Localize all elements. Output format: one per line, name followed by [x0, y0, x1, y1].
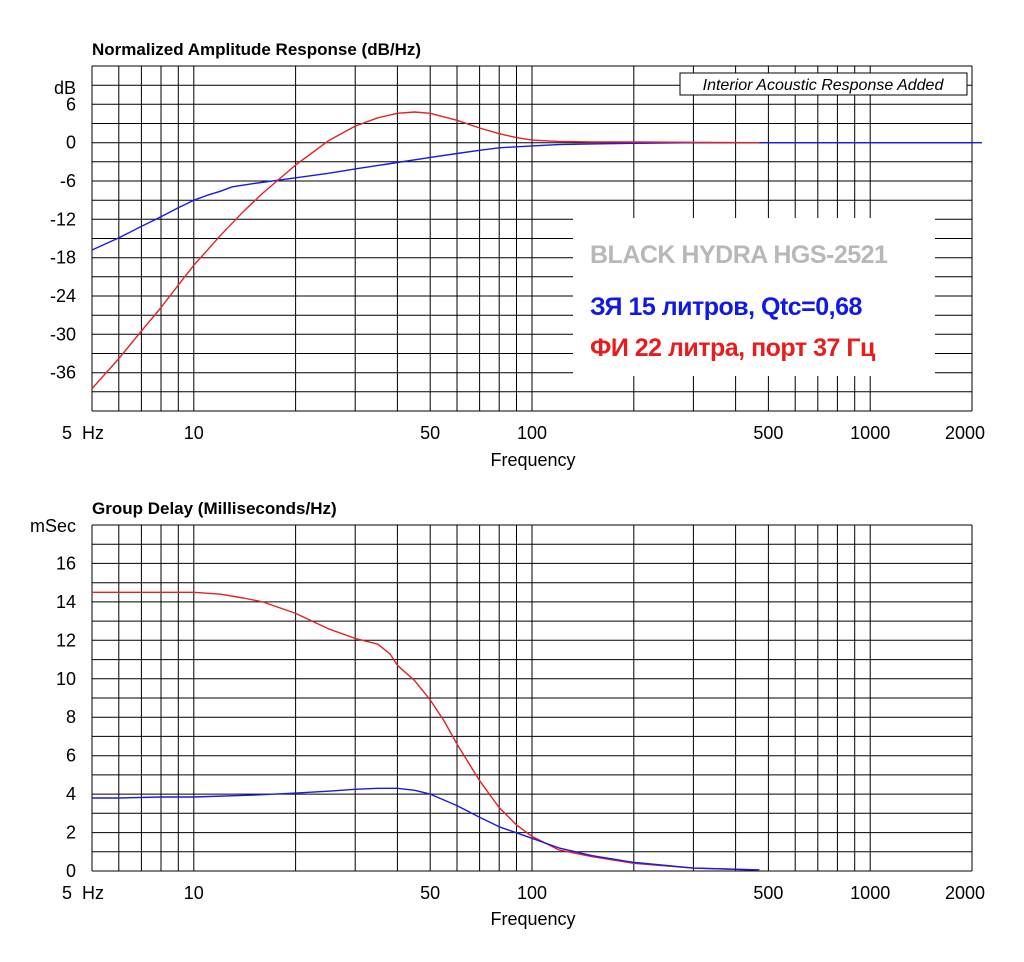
- series-line-ported: [92, 591, 760, 871]
- annotation-text: Interior Acoustic Response Added: [703, 77, 945, 94]
- x-tick-label: 100: [517, 423, 547, 443]
- y-tick-label: -24: [50, 286, 76, 306]
- amplitude-chart-title: Normalized Amplitude Response (dB/Hz): [92, 40, 421, 59]
- x-tick-label: 500: [753, 423, 783, 443]
- x-tick-label: 100: [517, 883, 547, 903]
- group-delay-y-axis-label: mSec: [30, 516, 76, 536]
- y-tick-label: 6: [66, 746, 76, 766]
- x-tick-label: 10: [184, 423, 204, 443]
- x-tick-label: 50: [420, 883, 440, 903]
- y-tick-label: -36: [50, 363, 76, 383]
- series-line-ported: [91, 111, 760, 390]
- y-tick-label: 4: [66, 784, 76, 804]
- y-tick-label: 0: [66, 133, 76, 153]
- amplitude-x-ticks: 5 Hz 10 50 100 500 1000 2000: [62, 423, 985, 443]
- group-delay-series: [92, 591, 760, 871]
- annotation-box: Interior Acoustic Response Added: [679, 72, 968, 96]
- y-tick-label: 12: [56, 630, 76, 650]
- y-tick-label: 14: [56, 592, 76, 612]
- y-tick-label: -12: [50, 209, 76, 229]
- amplitude-y-ticks: 6 0 -6 -12 -18 -24 -30 -36: [50, 94, 76, 382]
- y-tick-label: 8: [66, 707, 76, 727]
- group-delay-x-ticks: 5 Hz 10 50 100 500 1000 2000: [62, 883, 985, 903]
- group-delay-y-ticks: 16 14 12 10 8 6 4 2 0: [56, 553, 76, 881]
- x-tick-label: 1000: [850, 883, 890, 903]
- x-tick-label: 2000: [945, 423, 985, 443]
- legend-overlay: BLACK HYDRA HGS-2521 ЗЯ 15 литров, Qtc=0…: [573, 218, 935, 376]
- closed-box-label: ЗЯ 15 литров, Qtc=0,68: [590, 293, 863, 321]
- y-tick-label: 0: [66, 861, 76, 881]
- y-tick-label: -30: [50, 324, 76, 344]
- amplitude-y-axis-label: dB: [54, 78, 76, 98]
- ported-label: ФИ 22 литра, порт 37 Гц: [590, 334, 876, 362]
- y-tick-label: 10: [56, 669, 76, 689]
- amplitude-x-axis-label: Frequency: [490, 450, 575, 470]
- group-delay-grid: [91, 524, 973, 872]
- group-delay-x-axis-label: Frequency: [490, 909, 575, 929]
- x-tick-label: 5 Hz: [62, 423, 104, 443]
- x-tick-label: 500: [753, 883, 783, 903]
- x-tick-label: 10: [184, 883, 204, 903]
- y-tick-label: 16: [56, 553, 76, 573]
- model-label: BLACK HYDRA HGS-2521: [590, 241, 888, 269]
- amplitude-series: [91, 111, 982, 390]
- series-line-closed_box: [92, 787, 760, 871]
- group-delay-chart: Group Delay (Milliseconds/Hz) mSec 16141…: [30, 499, 985, 929]
- x-tick-label: 1000: [850, 423, 890, 443]
- y-tick-label: -18: [50, 248, 76, 268]
- x-tick-label: 2000: [945, 883, 985, 903]
- y-tick-label: -6: [60, 171, 76, 191]
- y-tick-label: 2: [66, 823, 76, 843]
- x-tick-label: 5 Hz: [62, 883, 104, 903]
- group-delay-chart-title: Group Delay (Milliseconds/Hz): [92, 499, 337, 518]
- x-tick-label: 50: [420, 423, 440, 443]
- series-line-closed_box: [91, 141, 972, 251]
- y-tick-label: 6: [66, 94, 76, 114]
- amplitude-chart: Normalized Amplitude Response (dB/Hz) dB…: [50, 40, 985, 470]
